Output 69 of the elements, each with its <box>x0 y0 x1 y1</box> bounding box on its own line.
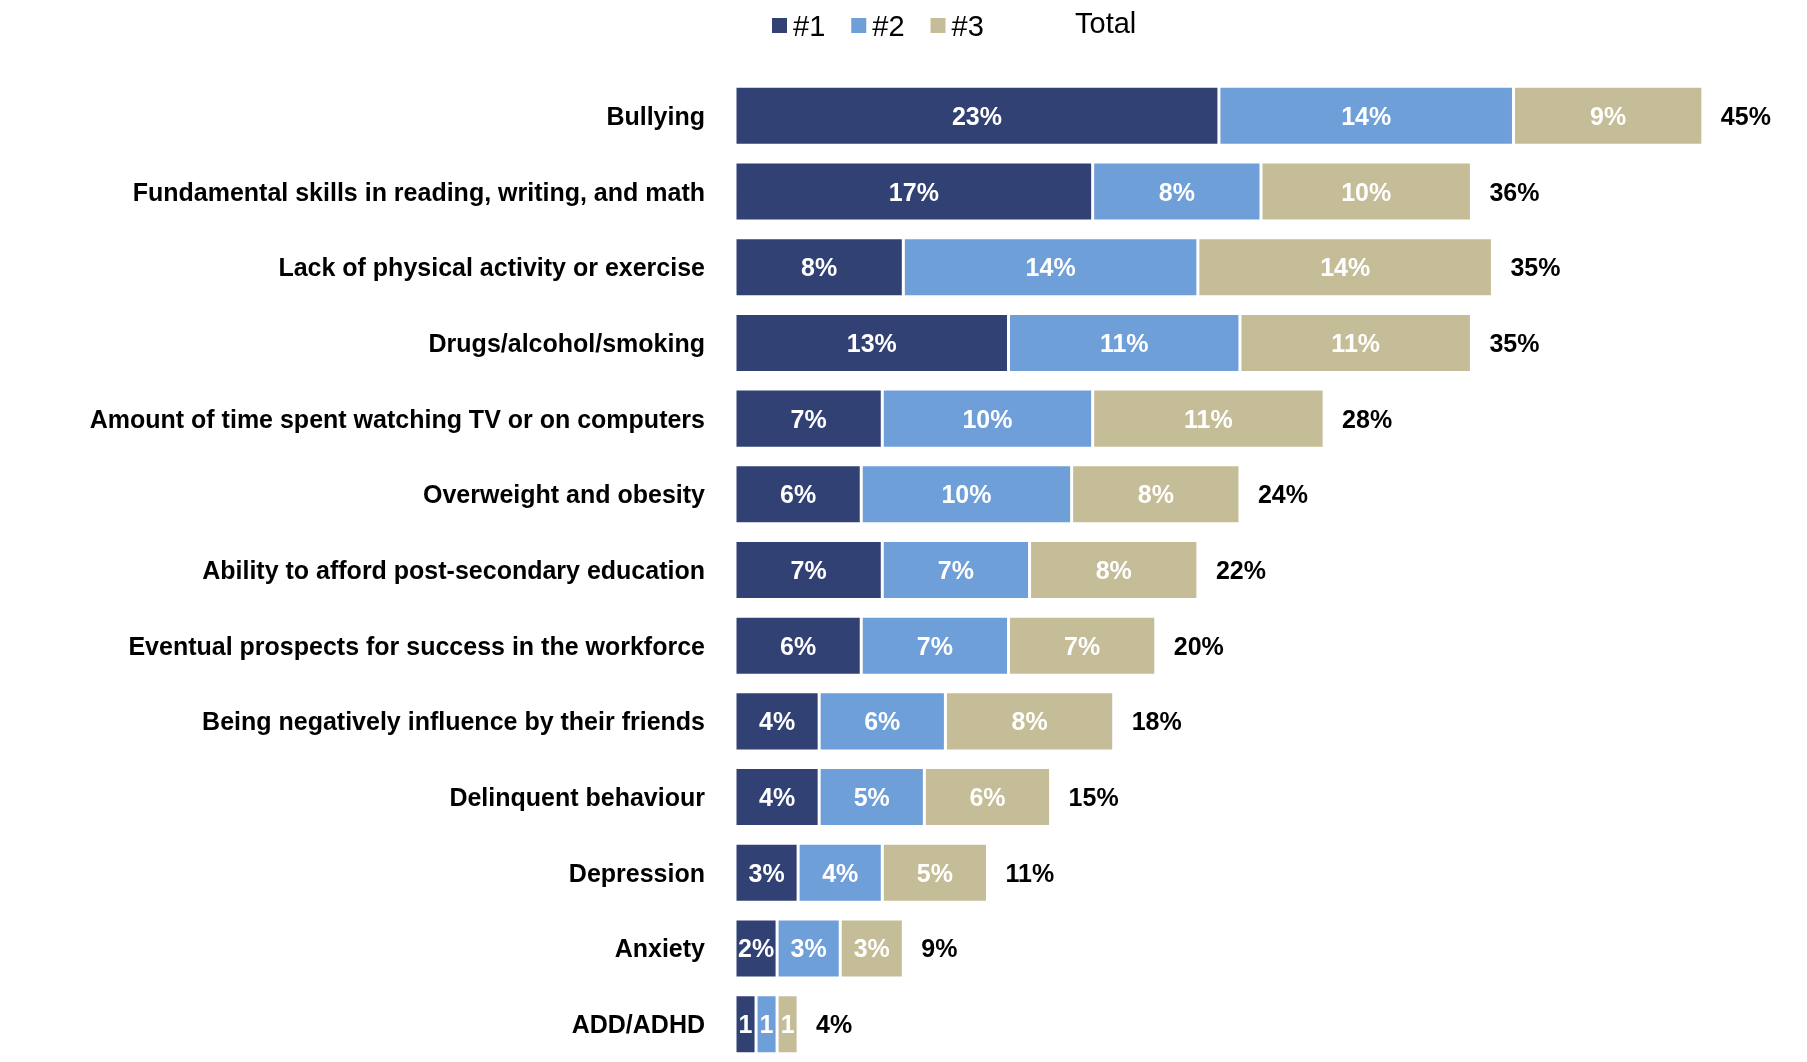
data-label: 5% <box>853 783 890 812</box>
legend-label: #3 <box>951 9 984 42</box>
legend-title: Total <box>1075 6 1137 39</box>
total-label: 35% <box>1510 253 1561 282</box>
y-tick-label: Bullying <box>606 101 705 130</box>
data-label: 4% <box>759 707 796 736</box>
data-label: 8% <box>1095 556 1132 584</box>
data-label: 5% <box>916 858 953 887</box>
legend-label: #2 <box>872 9 905 42</box>
data-label: 8% <box>801 253 838 282</box>
total-label: 24% <box>1257 480 1309 509</box>
data-label: 3% <box>748 858 785 887</box>
total-label: 28% <box>1342 404 1393 433</box>
data-label: 10% <box>962 404 1013 433</box>
data-label: 4% <box>822 858 859 887</box>
y-tick-label: Overweight and obesity <box>422 480 706 509</box>
data-label: 11% <box>1331 328 1381 357</box>
data-label: 1 <box>738 1010 753 1039</box>
total-label: 15% <box>1068 783 1119 812</box>
y-tick-label: Depression <box>568 858 705 887</box>
data-label: 8% <box>1158 177 1195 206</box>
data-label: 11% <box>1099 328 1149 357</box>
total-label: 35% <box>1489 328 1540 357</box>
legend-label: #1 <box>793 9 826 42</box>
data-label: 9% <box>1590 101 1627 130</box>
data-label: 14% <box>1025 253 1076 282</box>
data-label: 1 <box>780 1010 795 1039</box>
data-label: 3% <box>853 934 890 963</box>
data-label: 8% <box>1137 480 1174 509</box>
y-tick-label: Being negatively influence by their friends <box>202 707 705 736</box>
y-tick-label: Eventual prospects for success in the workforce <box>128 631 706 660</box>
data-label: 10% <box>941 480 992 509</box>
data-label: 6% <box>864 707 901 736</box>
total-label: 22% <box>1215 556 1266 584</box>
data-label: 3% <box>790 934 827 963</box>
data-label: 14% <box>1320 253 1371 282</box>
data-label: 8% <box>1011 707 1048 736</box>
data-label: 7% <box>790 404 827 433</box>
y-tick-label: Lack of physical activity or exercise <box>278 253 706 282</box>
y-tick-label: Delinquent behaviour <box>449 783 706 812</box>
total-label: 4% <box>816 1010 853 1039</box>
data-label: 7% <box>916 631 953 660</box>
data-label: 1 <box>759 1010 774 1039</box>
y-tick-label: Drugs/alcohol/smoking <box>428 328 705 357</box>
total-label: 9% <box>921 934 958 963</box>
data-label: 7% <box>1064 631 1101 660</box>
total-label: 36% <box>1489 177 1540 206</box>
data-label: 17% <box>888 177 939 206</box>
data-label: 6% <box>969 783 1006 812</box>
data-label: 6% <box>780 631 817 660</box>
data-label: 10% <box>1341 177 1392 206</box>
total-label: 18% <box>1131 707 1182 736</box>
total-label: 45% <box>1720 101 1771 130</box>
data-label: 7% <box>790 556 827 584</box>
data-label: 13% <box>846 328 897 357</box>
y-tick-label: ADD/ADHD <box>571 1010 705 1039</box>
data-label: 11% <box>1184 404 1233 433</box>
data-label: 2% <box>737 934 775 963</box>
y-tick-label: Ability to afford post-secondary education <box>202 556 705 584</box>
y-tick-label: Fundamental skills in reading, writing, and math <box>132 177 705 206</box>
data-label: 7% <box>937 556 974 584</box>
total-label: 11% <box>1005 858 1055 887</box>
y-tick-label: Anxiety <box>614 934 706 963</box>
data-label: 23% <box>951 101 1002 130</box>
data-label: 6% <box>780 480 817 509</box>
total-label: 20% <box>1173 631 1224 660</box>
data-label: 14% <box>1341 101 1392 130</box>
y-tick-label: Amount of time spent watching TV or on computers <box>89 404 705 433</box>
data-label: 4% <box>759 783 796 812</box>
